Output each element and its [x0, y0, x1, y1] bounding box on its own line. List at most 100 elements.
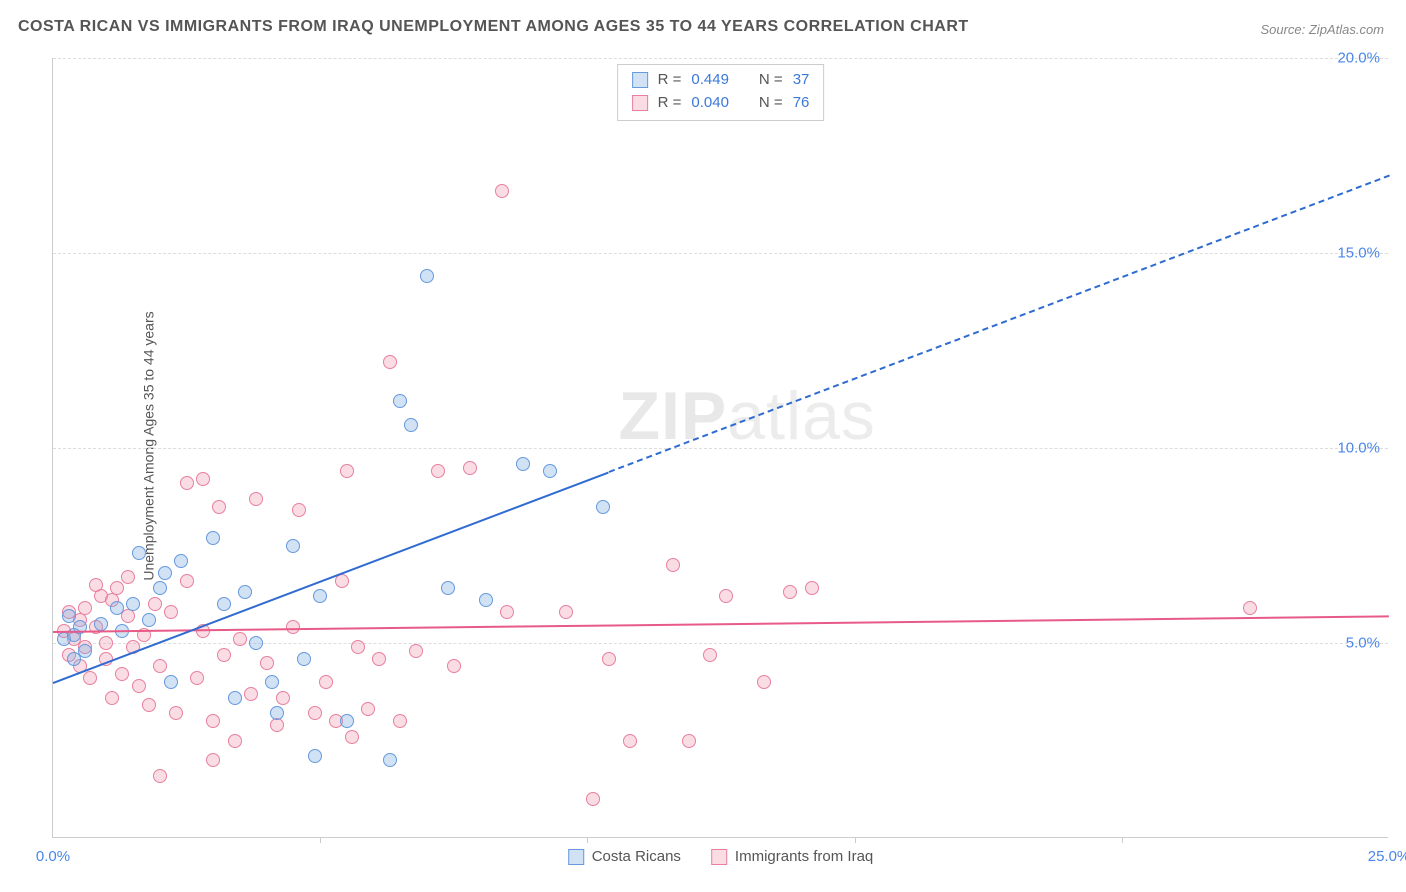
scatter-point	[805, 581, 819, 595]
scatter-point	[783, 585, 797, 599]
scatter-point	[153, 581, 167, 595]
stats-n-label: N =	[759, 69, 783, 92]
scatter-point	[719, 589, 733, 603]
scatter-point	[238, 585, 252, 599]
scatter-point	[559, 605, 573, 619]
scatter-point	[126, 597, 140, 611]
scatter-point	[479, 593, 493, 607]
scatter-point	[83, 671, 97, 685]
watermark-bold: ZIP	[618, 378, 727, 454]
x-tick-label: 25.0%	[1368, 848, 1406, 865]
legend-label-b: Immigrants from Iraq	[735, 848, 873, 865]
scatter-point	[206, 753, 220, 767]
x-tick-label: 0.0%	[36, 848, 70, 865]
swatch-series-b	[632, 95, 648, 111]
stats-row-series-a: R = 0.449 N = 37	[632, 69, 810, 92]
gridline	[53, 448, 1388, 449]
scatter-point	[297, 652, 311, 666]
scatter-point	[212, 500, 226, 514]
scatter-point	[586, 792, 600, 806]
scatter-point	[431, 464, 445, 478]
scatter-point	[286, 539, 300, 553]
scatter-point	[132, 546, 146, 560]
scatter-point	[596, 500, 610, 514]
scatter-point	[99, 636, 113, 650]
watermark: ZIPatlas	[618, 377, 875, 455]
scatter-point	[703, 648, 717, 662]
source-attribution: Source: ZipAtlas.com	[1260, 22, 1384, 37]
scatter-point	[602, 652, 616, 666]
scatter-point	[142, 613, 156, 627]
scatter-point	[409, 644, 423, 658]
scatter-point	[180, 574, 194, 588]
scatter-point	[361, 702, 375, 716]
scatter-point	[206, 531, 220, 545]
scatter-point	[372, 652, 386, 666]
scatter-point	[115, 667, 129, 681]
scatter-point	[164, 605, 178, 619]
legend-item-a: Costa Ricans	[568, 848, 681, 865]
scatter-point	[110, 601, 124, 615]
scatter-point	[441, 581, 455, 595]
scatter-point	[1243, 601, 1257, 615]
scatter-point	[383, 753, 397, 767]
correlation-stats-box: R = 0.449 N = 37 R = 0.040 N = 76	[617, 64, 825, 121]
y-tick-label: 20.0%	[1337, 50, 1380, 67]
y-tick-label: 5.0%	[1346, 635, 1380, 652]
chart-plot-area: ZIPatlas R = 0.449 N = 37 R = 0.040 N = …	[52, 58, 1388, 838]
scatter-point	[174, 554, 188, 568]
scatter-point	[682, 734, 696, 748]
y-tick-label: 15.0%	[1337, 245, 1380, 262]
scatter-point	[244, 687, 258, 701]
trend-line	[53, 471, 610, 684]
scatter-point	[345, 730, 359, 744]
scatter-point	[340, 714, 354, 728]
swatch-series-a	[632, 72, 648, 88]
scatter-point	[383, 355, 397, 369]
scatter-point	[420, 269, 434, 283]
stats-r-value-a: 0.449	[691, 69, 729, 92]
scatter-point	[270, 706, 284, 720]
scatter-point	[516, 457, 530, 471]
stats-n-value-a: 37	[793, 69, 810, 92]
scatter-point	[623, 734, 637, 748]
scatter-point	[180, 476, 194, 490]
scatter-point	[148, 597, 162, 611]
scatter-point	[500, 605, 514, 619]
scatter-point	[121, 570, 135, 584]
scatter-point	[313, 589, 327, 603]
stats-n-label: N =	[759, 92, 783, 115]
scatter-point	[463, 461, 477, 475]
scatter-point	[217, 597, 231, 611]
scatter-point	[206, 714, 220, 728]
scatter-point	[666, 558, 680, 572]
scatter-point	[94, 617, 108, 631]
legend-label-a: Costa Ricans	[592, 848, 681, 865]
gridline	[53, 58, 1388, 59]
legend-item-b: Immigrants from Iraq	[711, 848, 873, 865]
scatter-point	[757, 675, 771, 689]
scatter-point	[340, 464, 354, 478]
trend-line	[53, 616, 1389, 634]
legend-swatch-b	[711, 849, 727, 865]
x-tick-mark	[320, 837, 321, 843]
scatter-point	[319, 675, 333, 689]
scatter-point	[62, 609, 76, 623]
scatter-point	[292, 503, 306, 517]
scatter-point	[260, 656, 274, 670]
scatter-point	[393, 394, 407, 408]
scatter-point	[190, 671, 204, 685]
scatter-point	[78, 601, 92, 615]
scatter-point	[89, 578, 103, 592]
chart-title: COSTA RICAN VS IMMIGRANTS FROM IRAQ UNEM…	[18, 18, 969, 36]
stats-row-series-b: R = 0.040 N = 76	[632, 92, 810, 115]
scatter-point	[308, 706, 322, 720]
scatter-point	[153, 659, 167, 673]
scatter-point	[543, 464, 557, 478]
scatter-point	[228, 691, 242, 705]
scatter-point	[495, 184, 509, 198]
scatter-point	[132, 679, 146, 693]
scatter-point	[233, 632, 247, 646]
scatter-point	[153, 769, 167, 783]
scatter-point	[404, 418, 418, 432]
